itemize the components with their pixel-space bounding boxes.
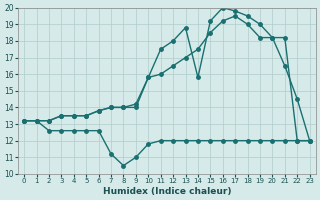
X-axis label: Humidex (Indice chaleur): Humidex (Indice chaleur): [103, 187, 231, 196]
